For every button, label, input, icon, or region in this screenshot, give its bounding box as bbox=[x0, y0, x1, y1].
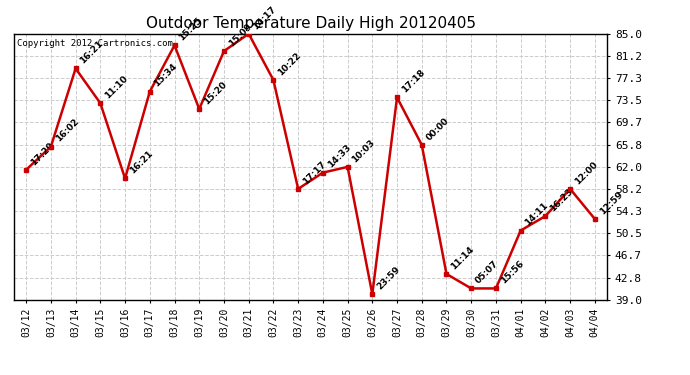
Text: 15:56: 15:56 bbox=[499, 259, 525, 286]
Text: 14:17: 14:17 bbox=[251, 4, 278, 31]
Text: 16:02: 16:02 bbox=[54, 117, 80, 144]
Text: 23:59: 23:59 bbox=[375, 265, 402, 291]
Text: 00:00: 00:00 bbox=[424, 116, 451, 142]
Text: 12:00: 12:00 bbox=[573, 160, 600, 186]
Text: 15:34: 15:34 bbox=[152, 62, 179, 89]
Text: 05:07: 05:07 bbox=[474, 259, 500, 286]
Text: 16:21: 16:21 bbox=[128, 149, 155, 176]
Text: 10:22: 10:22 bbox=[276, 51, 303, 77]
Text: 17:29: 17:29 bbox=[29, 140, 56, 167]
Text: Copyright 2012 Cartronics.com: Copyright 2012 Cartronics.com bbox=[17, 39, 172, 48]
Text: 16:23: 16:23 bbox=[548, 187, 575, 213]
Text: 11:14: 11:14 bbox=[449, 244, 476, 271]
Text: 15:25: 15:25 bbox=[177, 16, 204, 42]
Text: 11:10: 11:10 bbox=[103, 74, 130, 100]
Title: Outdoor Temperature Daily High 20120405: Outdoor Temperature Daily High 20120405 bbox=[146, 16, 475, 31]
Text: 14:11: 14:11 bbox=[524, 201, 550, 228]
Text: 17:18: 17:18 bbox=[400, 68, 426, 94]
Text: 14:33: 14:33 bbox=[326, 143, 353, 170]
Text: 15:20: 15:20 bbox=[202, 80, 228, 106]
Text: 15:09: 15:09 bbox=[227, 22, 253, 48]
Text: 10:03: 10:03 bbox=[351, 138, 377, 164]
Text: 16:21: 16:21 bbox=[79, 39, 105, 66]
Text: 12:59: 12:59 bbox=[598, 189, 624, 216]
Text: 17:17: 17:17 bbox=[301, 159, 328, 186]
